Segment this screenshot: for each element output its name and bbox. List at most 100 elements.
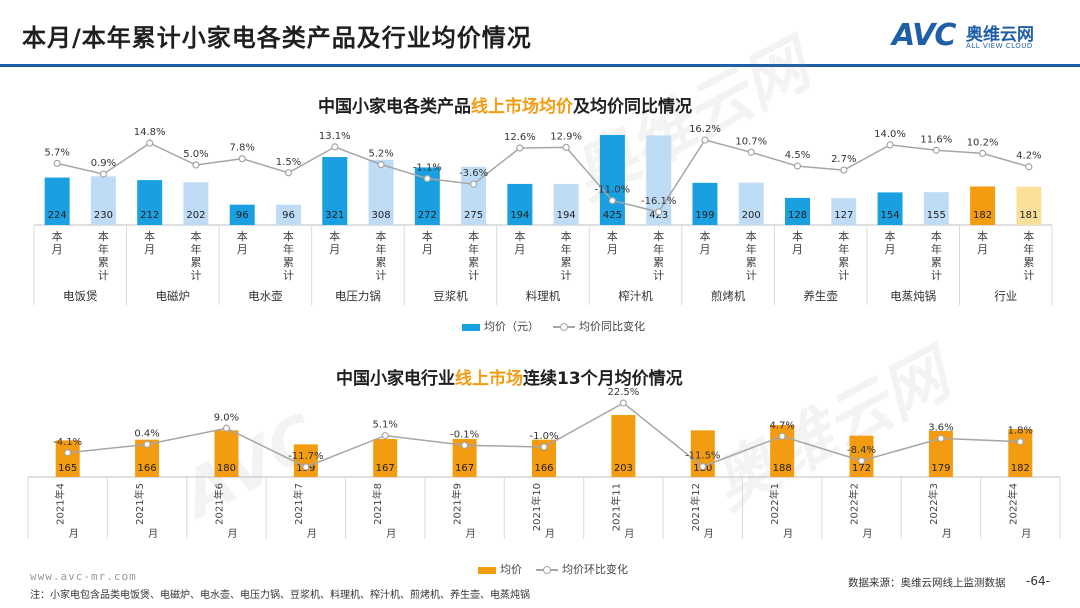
yoy-label: 14.8% bbox=[134, 127, 166, 138]
sub-category-label: 计 bbox=[746, 269, 757, 282]
bar bbox=[214, 430, 239, 477]
bar-value-label: 96 bbox=[236, 210, 249, 221]
sub-category-label: 年 bbox=[283, 242, 294, 256]
sub-category-label: 月 bbox=[52, 243, 63, 256]
chart2-title-post: 连续13个月均价情况 bbox=[523, 369, 683, 389]
data-source: 数据来源：奥维云网线上监测数据 bbox=[848, 577, 1006, 589]
mom-point bbox=[64, 449, 72, 457]
category-label: 电压力锅 bbox=[335, 289, 381, 303]
month-label: 2021年6 bbox=[212, 483, 225, 525]
bar bbox=[229, 204, 255, 225]
yoy-point bbox=[146, 139, 154, 147]
sub-category-label: 本 bbox=[52, 229, 63, 243]
yoy-label: -11.0% bbox=[595, 185, 630, 196]
sub-category-label: 月 bbox=[422, 243, 433, 256]
bar bbox=[831, 198, 857, 225]
bar-value-label: 275 bbox=[464, 210, 483, 221]
bar-value-label: 188 bbox=[773, 463, 792, 474]
sub-category-label: 累 bbox=[98, 256, 109, 269]
bar-value-label: 194 bbox=[557, 210, 576, 221]
sub-category-label: 计 bbox=[376, 269, 387, 282]
bar bbox=[923, 192, 949, 225]
sub-category-label: 计 bbox=[653, 269, 664, 282]
bar bbox=[738, 182, 764, 225]
sub-category-label: 累 bbox=[746, 256, 757, 269]
sub-category-label: 年 bbox=[653, 242, 664, 256]
bar-value-label: 154 bbox=[880, 210, 899, 221]
month-label-suffix: 月 bbox=[545, 528, 555, 540]
yoy-point bbox=[192, 161, 200, 169]
logo-avc-text: AVC bbox=[892, 18, 956, 53]
month-label-suffix: 月 bbox=[386, 528, 396, 540]
legend-bar-swatch bbox=[462, 323, 480, 331]
mom-point bbox=[302, 463, 310, 471]
sub-category-label: 年 bbox=[190, 242, 201, 256]
mom-point bbox=[540, 443, 548, 451]
mom-label: 0.4% bbox=[134, 428, 159, 439]
yoy-label: 5.7% bbox=[44, 147, 69, 158]
yoy-label: 5.2% bbox=[368, 149, 393, 160]
sub-category-label: 年 bbox=[1023, 242, 1034, 256]
legend-bar-label: 均价 bbox=[500, 563, 522, 576]
bar-value-label: 194 bbox=[510, 210, 529, 221]
bar-value-label: 425 bbox=[603, 210, 622, 221]
sub-category-label: 月 bbox=[514, 243, 525, 256]
category-label: 煎烤机 bbox=[711, 289, 746, 303]
yoy-point bbox=[238, 155, 246, 163]
category-label: 行业 bbox=[994, 289, 1017, 303]
legend-line-swatch bbox=[536, 565, 558, 575]
logo-cn-text: 奥维云网 bbox=[966, 25, 1034, 45]
sub-category-label: 计 bbox=[561, 269, 572, 282]
sub-category-label: 本 bbox=[561, 229, 572, 243]
page-number: -64- bbox=[1026, 574, 1050, 588]
mom-label: 5.1% bbox=[373, 420, 398, 431]
bar bbox=[90, 176, 116, 225]
yoy-label: -1.1% bbox=[413, 163, 442, 174]
bar-value-label: 166 bbox=[138, 463, 157, 474]
mom-label: -11.7% bbox=[288, 451, 323, 462]
mom-label: -1.0% bbox=[529, 431, 558, 442]
category-label: 电饭煲 bbox=[63, 289, 98, 303]
yoy-label: 4.5% bbox=[785, 150, 810, 161]
footnote: 注：小家电包含品类电饭煲、电磁炉、电水壶、电压力锅、豆浆机、料理机、榨汁机、煎烤… bbox=[30, 590, 530, 601]
avc-logo: AVC 奥维云网 ALL VIEW CLOUD bbox=[892, 18, 1062, 58]
yoy-line bbox=[56, 139, 1030, 213]
sub-category-label: 年 bbox=[838, 242, 849, 256]
yoy-label: -3.6% bbox=[459, 168, 488, 179]
bar-value-label: 172 bbox=[852, 463, 871, 474]
monthly-industry-price-chart: 165166180159167167166203180188172179182-… bbox=[27, 387, 1061, 540]
page-title: 本月/本年累计小家电各类产品及行业均价情况 bbox=[22, 24, 532, 52]
yoy-point bbox=[932, 146, 940, 154]
yoy-point bbox=[99, 170, 108, 178]
bar-value-label: 182 bbox=[973, 210, 992, 221]
yoy-point bbox=[978, 149, 987, 157]
mom-label: 3.6% bbox=[928, 422, 953, 433]
mom-label: -11.5% bbox=[685, 451, 720, 462]
chart1-legend: 均价（元） 均价同比变化 bbox=[462, 318, 645, 334]
chart1-title-pre: 中国小家电各类产品 bbox=[318, 97, 471, 117]
sub-category-label: 累 bbox=[376, 256, 387, 269]
yoy-point bbox=[608, 197, 617, 205]
bar-value-label: 96 bbox=[282, 210, 295, 221]
category-label: 豆浆机 bbox=[433, 289, 468, 303]
bar bbox=[1016, 186, 1042, 225]
sub-category-label: 月 bbox=[237, 243, 248, 256]
legend-bar-swatch bbox=[478, 566, 496, 574]
sub-category-label: 累 bbox=[931, 256, 942, 269]
mom-label: 1.8% bbox=[1008, 426, 1033, 437]
website-link[interactable]: www.avc-mr.com bbox=[30, 570, 137, 583]
month-label: 2021年9 bbox=[451, 483, 464, 525]
yoy-point bbox=[284, 169, 293, 177]
sub-category-label: 年 bbox=[746, 242, 757, 256]
bar bbox=[553, 183, 579, 225]
sub-category-label: 累 bbox=[1023, 256, 1034, 269]
bar-value-label: 165 bbox=[58, 463, 77, 474]
sub-category-label: 累 bbox=[190, 256, 201, 269]
chart1-title: 中国小家电各类产品线上市场均价及均价同比情况 bbox=[318, 92, 692, 117]
bar bbox=[137, 180, 163, 225]
sub-category-label: 累 bbox=[561, 256, 572, 269]
chart1-title-post: 及均价同比情况 bbox=[573, 97, 692, 117]
month-label: 2021年10 bbox=[530, 483, 543, 531]
logo-en-text: ALL VIEW CLOUD bbox=[966, 42, 1033, 50]
bar-value-label: 203 bbox=[614, 463, 633, 474]
